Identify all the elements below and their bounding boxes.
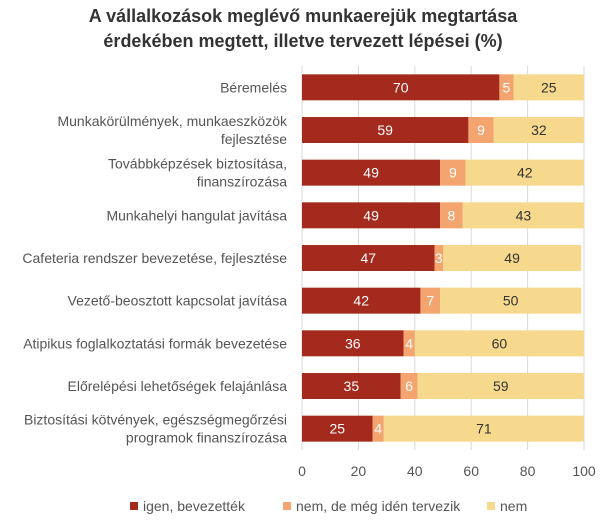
bar-s0-c1 bbox=[302, 117, 469, 143]
bar-s2-c2 bbox=[465, 159, 584, 186]
category-label-1-0: Munkakörülmények, munkaeszközök bbox=[57, 113, 288, 129]
bar-label-s2-c6: 60 bbox=[492, 335, 508, 351]
bar-label-s0-c6: 36 bbox=[345, 335, 361, 351]
bar-label-s1-c3: 8 bbox=[448, 207, 456, 223]
bar-s0-c0 bbox=[302, 74, 500, 101]
bar-label-s0-c4: 47 bbox=[360, 250, 376, 266]
bar-label-s2-c0: 25 bbox=[541, 79, 557, 95]
bar-label-s0-c5: 42 bbox=[353, 293, 369, 309]
bar-s2-c3 bbox=[462, 202, 584, 229]
category-label-8-0: Biztosítási kötvények, egészségmegőrzési bbox=[24, 412, 287, 428]
bar-s0-c8 bbox=[302, 415, 373, 442]
category-label-4-0: Cafeteria rendszer bevezetése, fejleszté… bbox=[22, 250, 287, 266]
bar-s2-c7 bbox=[417, 373, 584, 399]
bar-s1-c5 bbox=[420, 287, 441, 314]
bar-s0-c2 bbox=[302, 159, 441, 186]
legend-swatch-2 bbox=[487, 502, 495, 510]
x-tick-label-60: 60 bbox=[463, 463, 479, 479]
bar-label-s1-c5: 7 bbox=[426, 293, 434, 309]
bar-s0-c4 bbox=[302, 245, 435, 271]
bar-label-s1-c1: 9 bbox=[477, 122, 485, 138]
bar-label-s1-c4: 3 bbox=[435, 250, 443, 266]
bar-label-s1-c2: 9 bbox=[449, 165, 457, 181]
bar-label-s2-c3: 43 bbox=[516, 207, 532, 223]
bar-label-s2-c5: 50 bbox=[503, 293, 519, 309]
category-label-2-1: finanszírozása bbox=[197, 174, 287, 190]
bar-s2-c1 bbox=[493, 117, 584, 143]
x-tick-label-100: 100 bbox=[572, 463, 596, 479]
chart-title-line-2: érdekében megtett, illetve tervezett lép… bbox=[103, 31, 503, 51]
bar-s2-c6 bbox=[414, 330, 584, 357]
bar-s2-c8 bbox=[383, 415, 584, 442]
category-label-1-1: fejlesztése bbox=[221, 131, 287, 147]
legend-swatch-0 bbox=[130, 502, 138, 510]
bar-s1-c1 bbox=[468, 117, 494, 143]
category-label-6-0: Atipikus foglalkoztatási formák bevezeté… bbox=[23, 335, 287, 351]
x-tick-label-40: 40 bbox=[407, 463, 423, 479]
bar-s1-c0 bbox=[499, 74, 514, 101]
category-label-3-0: Munkahelyi hangulat javítása bbox=[106, 207, 287, 223]
bar-s2-c5 bbox=[440, 287, 582, 314]
bar-s1-c7 bbox=[400, 373, 418, 399]
legend-label-2: nem bbox=[500, 498, 527, 514]
bar-s1-c8 bbox=[372, 415, 384, 442]
bar-label-s0-c2: 49 bbox=[363, 165, 379, 181]
legend-swatch-1 bbox=[283, 502, 291, 510]
category-label-5-0: Vezető-beosztott kapcsolat javítása bbox=[68, 293, 288, 309]
category-label-2-0: Továbbképzések biztosítása, bbox=[108, 156, 287, 172]
bar-label-s2-c7: 59 bbox=[493, 378, 509, 394]
bar-label-s2-c8: 71 bbox=[476, 421, 492, 437]
bar-s0-c5 bbox=[302, 287, 421, 314]
bar-label-s0-c3: 49 bbox=[363, 207, 379, 223]
bar-s0-c7 bbox=[302, 373, 401, 399]
bar-label-s1-c0: 5 bbox=[503, 79, 511, 95]
x-tick-label-80: 80 bbox=[520, 463, 536, 479]
bar-s1-c4 bbox=[434, 245, 443, 271]
chart-title-line-1: A vállalkozások meglévő munkaerejük megt… bbox=[88, 6, 518, 26]
bar-s1-c3 bbox=[440, 202, 463, 229]
bar-s1-c2 bbox=[440, 159, 466, 186]
category-label-8-1: programok finanszírozása bbox=[126, 430, 287, 446]
bar-label-s2-c1: 32 bbox=[531, 122, 547, 138]
legend-label-0: igen, bevezették bbox=[143, 498, 246, 514]
bar-s1-c6 bbox=[403, 330, 415, 357]
bar-label-s0-c8: 25 bbox=[329, 421, 345, 437]
bar-s0-c6 bbox=[302, 330, 404, 357]
x-tick-label-0: 0 bbox=[298, 463, 306, 479]
bar-label-s2-c2: 42 bbox=[517, 165, 533, 181]
bar-label-s1-c8: 4 bbox=[374, 421, 382, 437]
x-tick-label-20: 20 bbox=[351, 463, 367, 479]
category-label-0-0: Béremelés bbox=[220, 79, 287, 95]
category-label-7-0: Előrelépési lehetőségek felajánlása bbox=[68, 378, 288, 394]
bar-label-s1-c6: 4 bbox=[405, 335, 413, 351]
bar-label-s0-c7: 35 bbox=[344, 378, 360, 394]
bar-label-s0-c1: 59 bbox=[377, 122, 393, 138]
bar-label-s2-c4: 49 bbox=[504, 250, 520, 266]
bar-s0-c3 bbox=[302, 202, 441, 229]
legend-label-1: nem, de még idén tervezik bbox=[296, 498, 461, 514]
bar-label-s1-c7: 6 bbox=[405, 378, 413, 394]
bar-label-s0-c0: 70 bbox=[393, 79, 409, 95]
bar-s2-c0 bbox=[513, 74, 584, 101]
bar-s2-c4 bbox=[443, 245, 582, 271]
